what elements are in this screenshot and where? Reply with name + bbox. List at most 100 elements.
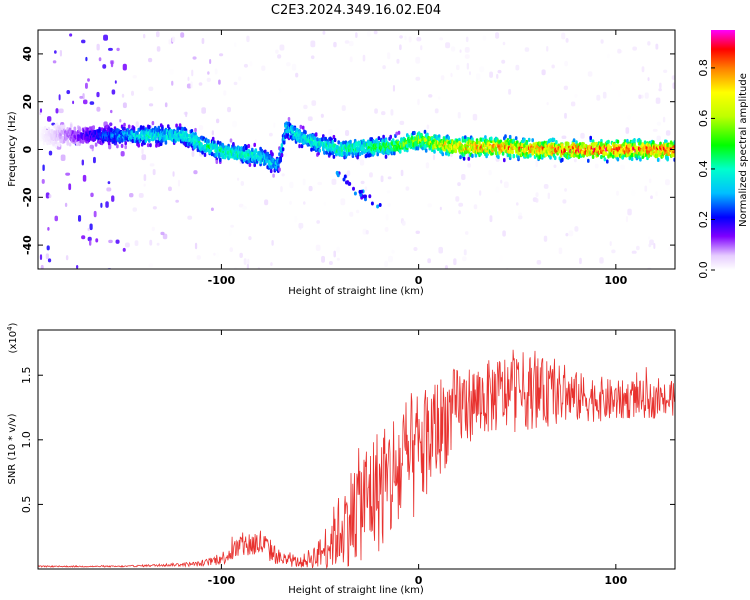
spectrogram-cell (561, 143, 564, 148)
spectrogram-cell (517, 155, 520, 160)
spectrogram-panel: -100 0 100 -40 -20 0 20 40 Height of straight … (7, 29, 676, 297)
spectrogram-cell (122, 247, 126, 252)
spectrogram-cell (249, 61, 253, 67)
spectrogram-cell (616, 157, 620, 162)
spectrogram-cell (603, 157, 607, 162)
spectrogram-cell (461, 174, 466, 180)
colorbar-tick-label: 0.2 (697, 211, 710, 229)
spectrogram-cell (324, 136, 327, 141)
spectrogram-cell (547, 192, 550, 200)
spectrogram-cell (48, 150, 53, 156)
snr-y-label: SNR (10 * v/v) (7, 413, 18, 484)
spectrogram-cell (81, 235, 86, 240)
spectrogram-cell (479, 190, 482, 196)
spectrogram-cell (437, 134, 441, 139)
spectrogram-cell (217, 152, 221, 157)
spectrogram-cell (152, 169, 156, 176)
spectrogram-cell (549, 138, 552, 143)
spectrogram-cell (475, 140, 479, 145)
spectrogram-cell (95, 238, 99, 243)
spectrogram-cell (82, 174, 87, 182)
spectrogram-cell (238, 203, 244, 208)
spectrogram-cell (498, 150, 501, 155)
spectrogram-cell (308, 185, 313, 192)
spectrogram-cell (398, 149, 402, 154)
spectrogram-cell (325, 150, 329, 155)
spectrogram-cell (413, 247, 418, 251)
spectrogram-cell (399, 35, 403, 39)
spectrogram-cell (315, 244, 321, 251)
spectrogram-cell (151, 121, 155, 126)
spectrogram-cell (89, 223, 93, 231)
spectrogram-cell (156, 31, 160, 38)
spectrogram-cell (348, 40, 354, 47)
spectrogram-cell (631, 250, 637, 254)
spectrogram-cell (190, 81, 193, 89)
spectrogram-cell (659, 82, 662, 89)
spectrogram-cell (302, 178, 306, 186)
spectrogram-cell (563, 85, 568, 90)
spectrogram-cell (420, 45, 423, 51)
spectrogram-cell (343, 151, 346, 156)
spectrogram-cell (445, 144, 448, 149)
spectrogram-cell (387, 176, 392, 180)
spectrogram-cell (392, 85, 395, 92)
spectrogram-cell (652, 128, 658, 132)
spectrogram-cell (564, 112, 567, 119)
spectrogram-cell (458, 202, 464, 207)
spectrogram-cell (185, 111, 188, 118)
spectrogram-cell (66, 139, 69, 144)
spectrogram-cell (247, 143, 250, 149)
spectrogram-cell (111, 195, 115, 202)
y-tick-label: 0.5 (20, 496, 33, 514)
spectrogram-cell (96, 43, 100, 51)
spectrogram-cell (227, 106, 231, 113)
spectrogram-cell (551, 64, 555, 69)
spectrogram-cell (81, 39, 86, 44)
spectrogram-cell (355, 32, 358, 38)
spectrogram-cell (291, 63, 297, 71)
spectrogram-cell (59, 50, 62, 57)
spectrogram-cell (215, 159, 219, 164)
spectrogram-cell (96, 91, 100, 98)
spectrogram-cell (617, 48, 622, 54)
spectrogram-cell (246, 263, 249, 269)
spectrogram-x-label: Height of straight line (km) (288, 286, 424, 297)
spectrogram-cell (424, 148, 428, 153)
spectrogram-cell (148, 263, 154, 268)
spectrogram-cell (214, 68, 218, 75)
spectrogram-cell (116, 47, 120, 52)
spectrogram-cell (620, 164, 625, 170)
spectrogram-cell (316, 174, 319, 179)
spectrogram-cell (627, 115, 631, 120)
spectrogram-cell (508, 134, 512, 140)
spectrogram-cell (364, 186, 368, 192)
spectrogram-x-ticks: -100 0 100 (208, 30, 628, 287)
spectrogram-cell (78, 215, 82, 222)
spectrogram-cell (599, 257, 604, 264)
spectrogram-cell (115, 239, 120, 244)
spectrogram-cell (444, 265, 448, 269)
spectrogram-cell (102, 64, 107, 69)
spectrogram-cell (525, 141, 529, 146)
spectrogram-cell (669, 140, 673, 145)
spectrogram-cell (120, 138, 124, 143)
snr-x-label: Height of straight line (km) (288, 585, 424, 596)
spectrogram-cell (320, 113, 324, 118)
spectrogram-cell (395, 131, 398, 136)
spectrogram-cell (501, 151, 505, 156)
spectrogram-cell (39, 128, 42, 133)
spectrogram-cell (68, 127, 72, 132)
spectrogram-cell (568, 230, 574, 237)
spectrogram-cell (313, 139, 317, 144)
spectrogram-cell (566, 142, 570, 147)
spectrogram-cell (280, 143, 284, 148)
spectrogram-cell (484, 135, 487, 140)
spectrogram-cell (589, 135, 592, 140)
spectrogram-cell (328, 261, 333, 265)
spectrogram-cell (47, 227, 50, 231)
spectrogram-cell (425, 162, 430, 169)
spectrogram-cell (440, 75, 445, 81)
spectrogram-cell (630, 156, 634, 162)
spectrogram-cell (502, 230, 506, 237)
